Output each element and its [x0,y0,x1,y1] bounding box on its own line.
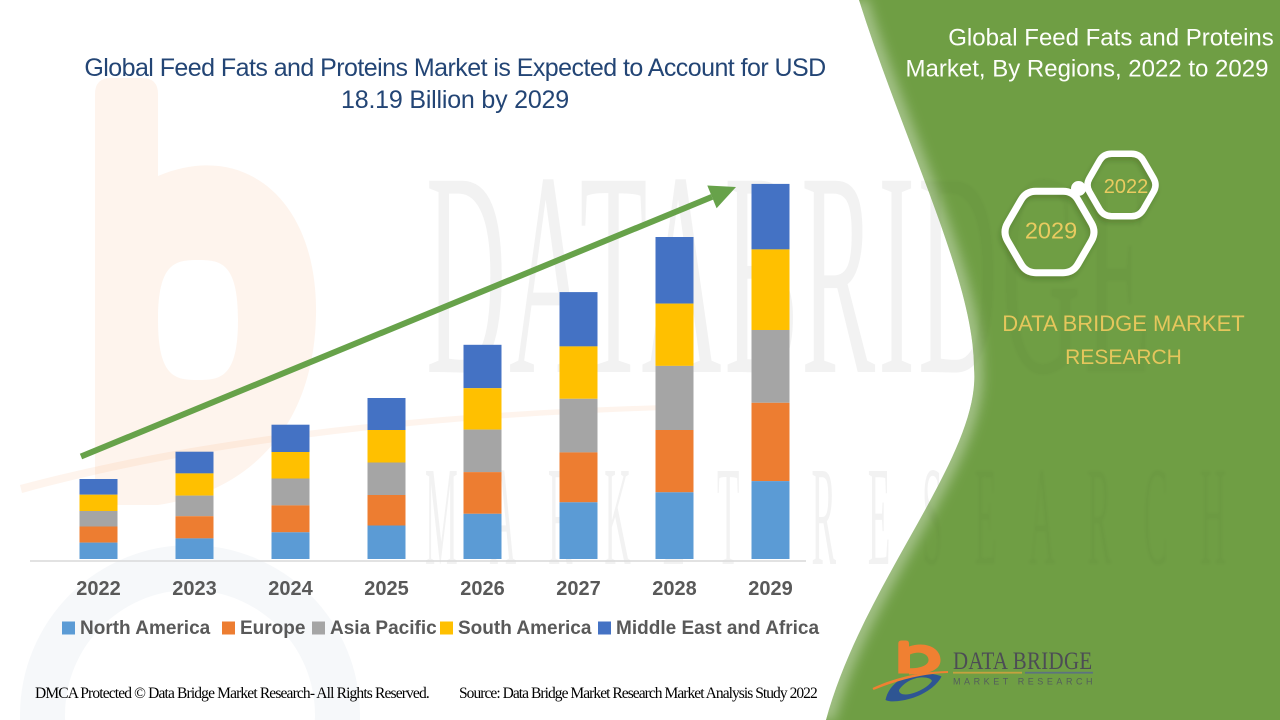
svg-text:2022: 2022 [76,578,121,600]
svg-text:DMCA Protected © Data Bridge M: DMCA Protected © Data Bridge Market Rese… [35,685,429,702]
svg-text:South America: South America [458,618,592,639]
svg-text:Europe: Europe [240,618,305,639]
svg-text:2028: 2028 [652,578,697,600]
svg-text:2029: 2029 [1025,218,1077,244]
svg-text:2029: 2029 [748,578,793,600]
svg-text:2023: 2023 [172,578,217,600]
svg-text:Asia Pacific: Asia Pacific [330,618,437,639]
svg-text:Global Feed Fats and Proteins: Global Feed Fats and Proteins [948,25,1274,52]
svg-text:MARKET RESEARCH: MARKET RESEARCH [953,677,1096,687]
svg-text:Source: Data Bridge Market Res: Source: Data Bridge Market Research Mark… [459,685,817,702]
svg-text:2027: 2027 [556,578,601,600]
svg-text:North America: North America [80,618,211,639]
svg-text:Global Feed Fats and Proteins: Global Feed Fats and Proteins Market is … [84,54,825,82]
svg-text:Market, By Regions, 2022 to 20: Market, By Regions, 2022 to 2029 [906,56,1269,83]
svg-text:2022: 2022 [1104,176,1149,198]
svg-text:DATA BRIDGE: DATA BRIDGE [953,647,1092,675]
svg-text:2025: 2025 [364,578,409,600]
svg-text:2026: 2026 [460,578,505,600]
svg-text:Middle East and Africa: Middle East and Africa [616,618,819,639]
svg-text:2024: 2024 [268,578,313,600]
svg-text:18.19 Billion by 2029: 18.19 Billion by 2029 [341,86,569,114]
svg-text:DATA BRIDGE MARKET: DATA BRIDGE MARKET [1002,311,1244,336]
svg-text:RESEARCH: RESEARCH [1065,346,1182,369]
